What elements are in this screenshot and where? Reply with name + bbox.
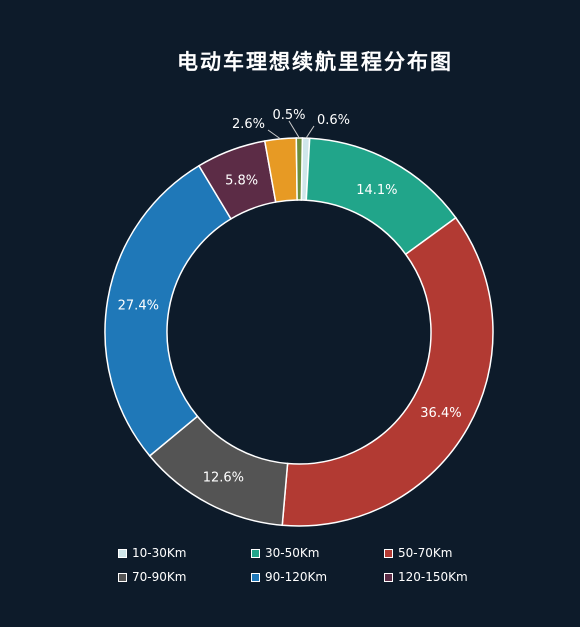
- legend-label-2: 50-70Km: [398, 546, 453, 560]
- legend-swatch-0: [118, 548, 127, 558]
- chart-title: 电动车理想续航里程分布图: [177, 50, 453, 74]
- legend-item-5: 120-150Km: [384, 570, 517, 584]
- legend-label-4: 90-120Km: [265, 570, 328, 584]
- donut-slice-4: [104, 164, 232, 457]
- leader-line-7: [288, 120, 300, 139]
- legend-item-0: 10-30Km: [118, 546, 251, 560]
- slice-label-7: 0.5%: [272, 108, 305, 123]
- slice-label-6: 2.6%: [232, 117, 265, 132]
- chart-legend: 10-30Km 30-50Km 50-70Km 70-90Km 90-120Km 120-…: [118, 546, 518, 584]
- legend-swatch-5: [384, 572, 393, 582]
- legend-swatch-4: [251, 572, 260, 582]
- donut-slice-7: [295, 137, 304, 201]
- slice-label-1: 14.1%: [356, 183, 397, 198]
- slice-label-2: 36.4%: [420, 406, 461, 421]
- slice-label-4: 27.4%: [118, 299, 159, 314]
- legend-swatch-1: [251, 548, 260, 558]
- legend-label-3: 70-90Km: [132, 570, 187, 584]
- legend-item-2: 50-70Km: [384, 546, 517, 560]
- leader-line-0: [305, 125, 315, 139]
- slice-label-0: 0.6%: [317, 113, 350, 128]
- legend-swatch-3: [118, 572, 127, 582]
- legend-label-5: 120-150Km: [398, 570, 468, 584]
- legend-swatch-2: [384, 548, 393, 558]
- legend-label-0: 10-30Km: [132, 546, 187, 560]
- legend-item-1: 30-50Km: [251, 546, 384, 560]
- legend-label-1: 30-50Km: [265, 546, 320, 560]
- donut-slice-2: [281, 216, 494, 527]
- slice-label-5: 5.8%: [225, 173, 258, 188]
- legend-item-4: 90-120Km: [251, 570, 384, 584]
- slice-label-3: 12.6%: [203, 470, 244, 485]
- leader-line-6: [267, 129, 281, 140]
- legend-item-3: 70-90Km: [118, 570, 251, 584]
